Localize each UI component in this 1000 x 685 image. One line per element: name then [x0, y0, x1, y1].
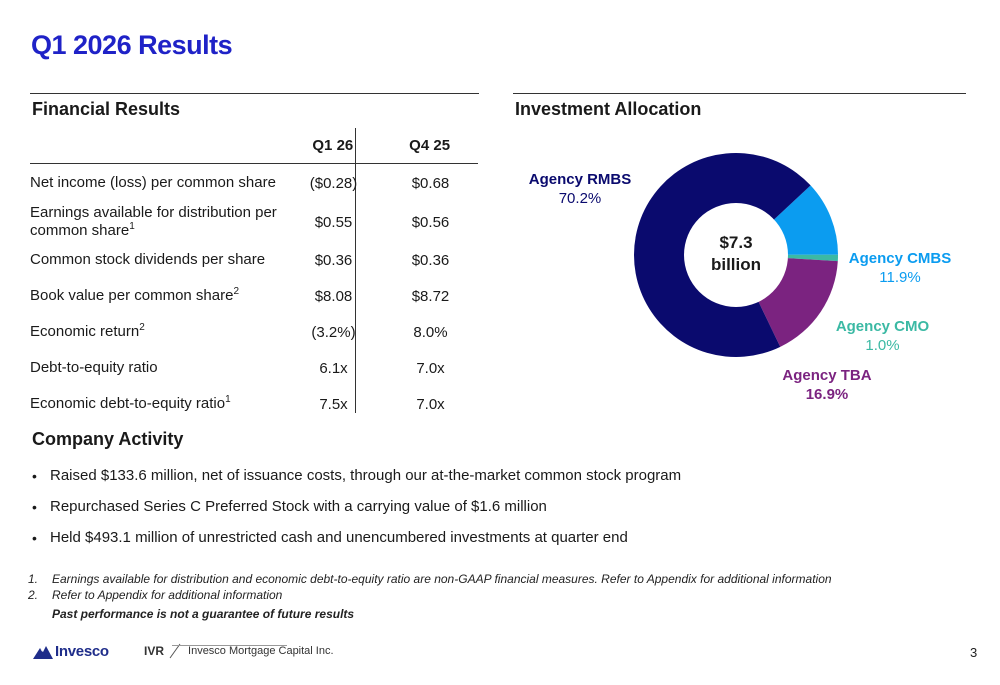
- list-item-text: Repurchased Series C Preferred Stock wit…: [50, 498, 547, 515]
- list-item: • Repurchased Series C Preferred Stock w…: [32, 491, 681, 522]
- row-value-q4: $0.56: [411, 213, 450, 231]
- investment-allocation-heading: Investment Allocation: [515, 99, 702, 119]
- slice-label-agency-cmo: Agency CMO 1.0%: [830, 317, 935, 355]
- footnote-text: Refer to Appendix for additional informa…: [52, 588, 283, 602]
- row-value-q4: 7.0x: [416, 359, 445, 377]
- footnote-number: 1.: [28, 572, 39, 586]
- list-item: • Held $493.1 million of unrestricted ca…: [32, 522, 681, 553]
- company-activity-list: • Raised $133.6 million, net of issuance…: [32, 460, 681, 553]
- row-label: Earnings available for distribution per …: [30, 204, 277, 239]
- mountain-logo-icon: [33, 645, 53, 659]
- ivr-top-rule: [172, 645, 287, 646]
- table-row: Economic debt-to-equity ratio1 7.5x 7.0x: [30, 386, 480, 422]
- list-item-text: Raised $133.6 million, net of issuance c…: [50, 467, 682, 484]
- row-label: Debt-to-equity ratio: [30, 359, 158, 376]
- row-value-q4: 8.0%: [413, 323, 448, 341]
- slice-value: 11.9%: [879, 269, 921, 286]
- ivr-ticker: IVR: [144, 644, 165, 658]
- financial-results-heading: Financial Results: [32, 99, 181, 119]
- investment-allocation-top-rule: [513, 93, 966, 94]
- row-label: Economic return2: [30, 322, 145, 341]
- row-value-q1: $8.08: [314, 287, 353, 305]
- company-activity-heading: Company Activity: [32, 429, 184, 449]
- footnote-ref: 1: [129, 221, 135, 232]
- footnote-text: Earnings available for distribution and …: [52, 572, 832, 586]
- allocation-donut-chart: [634, 153, 838, 357]
- slice-label-agency-rmbs: Agency RMBS 70.2%: [525, 170, 635, 208]
- slice-value: 70.2%: [558, 190, 602, 207]
- footnote-number: 2.: [28, 588, 39, 602]
- row-value-q4: 7.0x: [416, 395, 445, 413]
- row-value-q1: $0.55: [314, 213, 353, 231]
- bullet-marker: •: [32, 498, 37, 515]
- slice-name: Agency CMBS: [848, 250, 952, 267]
- slice-value: 1.0%: [865, 337, 900, 354]
- footnote: 1. Earnings available for distribution a…: [28, 571, 832, 587]
- footnote: 2. Refer to Appendix for additional info…: [28, 587, 832, 603]
- logo-text: Invesco: [55, 643, 109, 660]
- row-label: Common stock dividends per share: [30, 251, 266, 268]
- slash-icon: [169, 643, 181, 659]
- table-row: Debt-to-equity ratio 6.1x 7.0x: [30, 350, 480, 386]
- table-row: Book value per common share2 $8.08 $8.72: [30, 278, 480, 314]
- row-value-q1: $0.36: [314, 251, 353, 269]
- list-item-text: Held $493.1 million of unrestricted cash…: [50, 529, 628, 546]
- table-row: Common stock dividends per share $0.36 $…: [30, 242, 480, 278]
- row-label: Book value per common share2: [30, 286, 239, 305]
- row-value-q4: $0.36: [411, 251, 450, 269]
- disclaimer: Past performance is not a guarantee of f…: [52, 607, 355, 621]
- page-title: Q1 2026 Results: [31, 30, 233, 60]
- ivr-branding: IVR Invesco Mortgage Capital Inc.: [144, 643, 334, 659]
- bullet-marker: •: [32, 529, 37, 546]
- list-item: • Raised $133.6 million, net of issuance…: [32, 460, 681, 491]
- footnote-ref: 1: [225, 394, 231, 405]
- table-row: Net income (loss) per common share ($0.2…: [30, 164, 480, 202]
- slice-name: Agency CMO: [835, 318, 930, 335]
- slice-name: Agency TBA: [782, 367, 872, 384]
- ivr-company-name: Invesco Mortgage Capital Inc.: [188, 645, 334, 657]
- slice-label-agency-cmbs: Agency CMBS 11.9%: [845, 249, 955, 287]
- page-number: 3: [970, 645, 978, 660]
- table-column-divider: [355, 128, 356, 413]
- row-label: Net income (loss) per common share: [30, 174, 276, 191]
- table-row: Earnings available for distribution per …: [30, 202, 480, 242]
- donut-center-label: $7.3 billion: [700, 232, 772, 276]
- donut-hole: [684, 203, 788, 307]
- table-row: Economic return2 (3.2%) 8.0%: [30, 314, 480, 350]
- row-value-q1: ($0.28): [309, 174, 358, 192]
- footnote-ref: 2: [139, 322, 145, 333]
- row-label: Economic debt-to-equity ratio1: [30, 394, 231, 413]
- footnote-ref: 2: [233, 286, 239, 297]
- invesco-logo: Invesco: [33, 643, 109, 660]
- slice-label-agency-tba: Agency TBA 16.9%: [772, 366, 882, 404]
- footnotes: 1. Earnings available for distribution a…: [28, 571, 832, 621]
- row-value-q1: 6.1x: [319, 359, 348, 377]
- financial-results-top-rule: [30, 93, 479, 94]
- center-unit: billion: [710, 255, 762, 274]
- header-q1-26: Q1 26: [312, 137, 354, 154]
- table-header-row: Q1 26 Q4 25: [30, 128, 478, 164]
- row-value-q1: 7.5x: [319, 395, 348, 413]
- bullet-marker: •: [32, 467, 37, 484]
- row-value-q4: $0.68: [411, 174, 450, 192]
- row-value-q1: (3.2%): [311, 323, 356, 341]
- slice-value: 16.9%: [805, 386, 849, 403]
- financial-results-table: Q1 26 Q4 25 Net income (loss) per common…: [30, 128, 480, 422]
- row-value-q4: $8.72: [411, 287, 450, 305]
- slice-name: Agency RMBS: [528, 171, 632, 188]
- header-q4-25: Q4 25: [409, 137, 451, 154]
- center-amount: $7.3: [719, 233, 753, 252]
